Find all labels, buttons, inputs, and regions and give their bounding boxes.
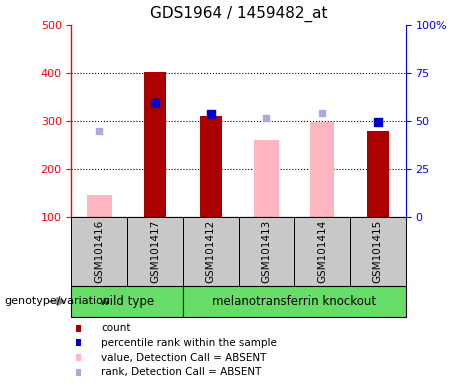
Text: rank, Detection Call = ABSENT: rank, Detection Call = ABSENT	[101, 367, 262, 377]
Bar	[183, 217, 238, 286]
Bar	[71, 286, 183, 317]
Bar	[238, 217, 294, 286]
Text: GSM101415: GSM101415	[373, 220, 383, 283]
Bar	[254, 140, 278, 217]
Text: GSM101414: GSM101414	[317, 220, 327, 283]
Bar	[183, 286, 406, 317]
Point	[151, 100, 159, 106]
Text: GSM101416: GSM101416	[95, 220, 104, 283]
Bar	[127, 217, 183, 286]
Point	[263, 114, 270, 121]
Text: GSM101417: GSM101417	[150, 220, 160, 283]
Text: GSM101413: GSM101413	[261, 220, 272, 283]
Bar	[350, 217, 406, 286]
Bar	[294, 217, 350, 286]
Text: count: count	[101, 323, 131, 333]
Bar	[200, 116, 222, 217]
Point	[207, 111, 214, 117]
Text: wild type: wild type	[100, 295, 154, 308]
Bar	[71, 217, 127, 286]
Point	[95, 127, 103, 134]
Text: value, Detection Call = ABSENT: value, Detection Call = ABSENT	[101, 353, 267, 362]
Title: GDS1964 / 1459482_at: GDS1964 / 1459482_at	[150, 6, 327, 22]
Bar	[87, 195, 112, 217]
Bar	[310, 122, 334, 217]
Text: melanotransferrin knockout: melanotransferrin knockout	[212, 295, 376, 308]
Point	[319, 110, 326, 116]
Point	[374, 119, 382, 125]
Text: genotype/variation: genotype/variation	[5, 296, 111, 306]
Bar	[366, 131, 389, 217]
Text: GSM101412: GSM101412	[206, 220, 216, 283]
Text: percentile rank within the sample: percentile rank within the sample	[101, 338, 278, 348]
Bar	[144, 71, 166, 217]
